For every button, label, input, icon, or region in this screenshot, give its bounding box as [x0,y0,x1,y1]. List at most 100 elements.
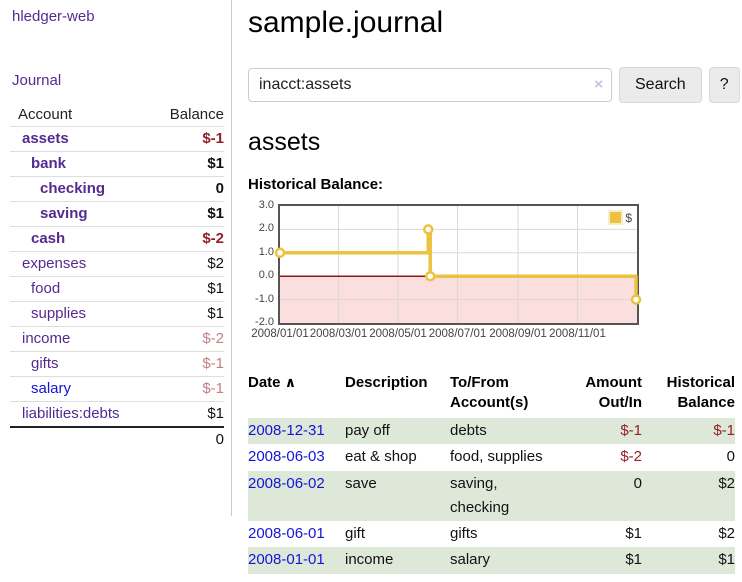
y-axis-tick-label: 3.0 [258,199,274,211]
register-row: 2008-06-02 save saving, checking 0 $2 [248,470,735,522]
account-balance: $-2 [153,326,224,352]
transaction-description: eat & shop [345,448,417,466]
search-bar: × Search ? [248,67,740,103]
account-row: assets $-1 [10,126,224,152]
y-axis-tick-label: 2.0 [258,222,274,235]
account-row: liabilities:debts $1 [10,401,224,428]
register-header-balance: Historical Balance [666,374,735,411]
transaction-date-link[interactable]: 2008-12-31 [248,422,325,439]
page-title: sample.journal [248,6,444,39]
transaction-amount: $-2 [620,448,642,466]
transaction-balance: $2 [718,525,735,543]
transaction-description: gift [345,525,366,543]
account-link-income[interactable]: income [22,330,71,347]
help-button[interactable]: ? [708,67,740,103]
legend-swatch-icon [608,210,624,225]
transaction-balance: $-1 [642,418,735,445]
x-axis-tick-label: 2008/07/01 [428,328,487,340]
app-brand-link[interactable]: hledger-web [12,8,95,25]
x-axis-tick-label: 2008/03/01 [309,328,368,340]
account-balance: $-1 [153,351,224,377]
account-title: assets [248,128,321,156]
account-link-checking[interactable]: checking [40,180,106,197]
account-link-saving[interactable]: saving [40,205,88,222]
accounts-table-header-account: Account [10,103,154,127]
transaction-description: pay off [345,418,450,445]
transaction-accounts: debts [450,418,562,445]
x-axis-tick-label: 2008/05/01 [369,328,427,340]
chart-title: Historical Balance: [248,176,384,193]
main-content: sample.journal × Search ? assets Histori… [248,0,740,574]
account-link-gifts[interactable]: gifts [31,355,59,372]
accounts-total-value: 0 [153,426,224,452]
transaction-balance: 0 [726,448,735,466]
sidebar-item-journal[interactable]: Journal [12,72,62,89]
legend-label: $ [625,210,632,225]
y-axis-tick-label: 0.0 [258,269,274,282]
transaction-date-link[interactable]: 2008-06-01 [248,525,325,543]
register-header-amount: Amount Out/In [585,374,642,411]
register-row: 2008-12-31 pay off debts $-1 $-1 [248,418,735,445]
register-row: 2008-01-01 income salary $1 $1 [248,547,735,574]
chart-legend: $ [608,210,632,225]
account-row: income $-2 [10,326,224,352]
transaction-balance: $1 [642,547,735,574]
transaction-date-link[interactable]: 2008-06-03 [248,448,325,466]
accounts-table-header-balance: Balance [153,103,224,127]
account-link-expenses[interactable]: expenses [22,255,87,272]
transaction-description: save [345,470,450,522]
register-header-date[interactable]: Date ∧ [248,374,297,391]
clear-search-icon[interactable]: × [594,76,603,93]
x-axis-tick-label: 2008/09/01 [489,328,547,340]
x-axis-tick-label: 2008/11/01 [549,328,606,340]
account-link-supplies[interactable]: supplies [31,305,87,322]
sidebar: hledger-web Journal Account Balance asse… [0,0,232,516]
transaction-date-link[interactable]: 2008-06-02 [248,474,325,492]
transaction-accounts: food, supplies [450,448,543,466]
transaction-balance: $2 [642,470,735,522]
account-row: salary $-1 [10,376,224,402]
chart-canvas [274,206,642,323]
transaction-accounts: saving, checking [450,470,562,522]
account-row: supplies $1 [10,301,224,327]
account-balance: $1 [153,276,224,302]
search-input[interactable] [248,68,612,102]
transaction-date-link[interactable]: 2008-01-01 [248,551,325,569]
account-row: gifts $-1 [10,351,224,377]
transaction-accounts: gifts [450,525,478,543]
transaction-amount: $-1 [562,418,642,445]
account-balance: $1 [153,201,224,227]
search-button[interactable]: Search [619,67,702,103]
account-link-liabilities-debts[interactable]: liabilities:debts [22,405,120,422]
account-row: food $1 [10,276,224,302]
x-axis-tick-label: 2008/01/01 [251,328,309,340]
account-balance: $-1 [153,376,224,402]
account-link-salary[interactable]: salary [31,380,72,397]
historical-balance-chart: $ 3.0 2.0 1.0 0.0 -1.0 -2.0 2008/01/01 2008/03/… [248,199,735,349]
transaction-description: income [345,547,450,574]
account-balance: $-2 [153,226,224,252]
account-row: bank $1 [10,151,224,177]
account-row: expenses $2 [10,251,224,277]
register-header-tofrom-accounts: To/From Account(s) [450,374,529,411]
account-balance: $1 [153,401,224,428]
account-link-food[interactable]: food [31,280,61,297]
account-link-bank[interactable]: bank [31,155,67,172]
transaction-amount: $1 [625,525,642,543]
account-link-cash[interactable]: cash [31,230,66,247]
y-axis-tick-label: -1.0 [255,292,274,305]
register-row: 2008-06-01 gift gifts $1 $2 [248,521,735,547]
accounts-total-row: 0 [10,426,224,452]
account-row: saving $1 [10,201,224,227]
account-balance: $1 [153,301,224,327]
search-input-wrap: × [248,68,612,102]
register-row: 2008-06-03 eat & shop food, supplies $-2 0 [248,444,735,470]
y-axis-tick-label: -2.0 [255,316,274,328]
transaction-amount: $1 [562,547,642,574]
account-link-assets[interactable]: assets [22,130,69,147]
sort-ascending-icon: ∧ [284,374,297,390]
account-row: cash $-2 [10,226,224,252]
transaction-amount: 0 [562,470,642,522]
register-table: Date ∧ Description To/From Account(s) Am… [248,371,735,574]
register-header-description: Description [345,374,428,391]
